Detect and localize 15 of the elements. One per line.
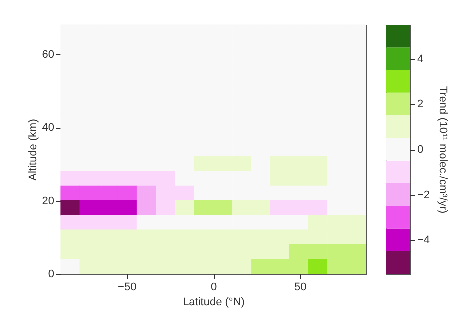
color-bar-label: 4 — [418, 53, 424, 66]
x-tick-label: 0 — [210, 282, 218, 294]
color-bar-label: 2 — [418, 98, 424, 111]
color-bar-title: Trend (10¹¹ molec./cm³/yr) — [437, 86, 450, 214]
y-tick-label: 0 — [48, 268, 54, 280]
y-tick-label: 60 — [42, 48, 54, 61]
x-tick-label: 50 — [294, 282, 307, 294]
y-axis-title: Altitude (km) — [27, 119, 40, 181]
x-axis-title: Latitude (°N) — [183, 296, 245, 308]
color-bar-label: −4 — [418, 234, 430, 247]
x-tick-label: −50 — [118, 282, 137, 294]
color-bar-label: 0 — [418, 144, 424, 156]
color-bar-label: −2 — [418, 189, 430, 202]
y-tick-label: 40 — [42, 122, 54, 134]
y-tick-label: 20 — [42, 195, 54, 208]
